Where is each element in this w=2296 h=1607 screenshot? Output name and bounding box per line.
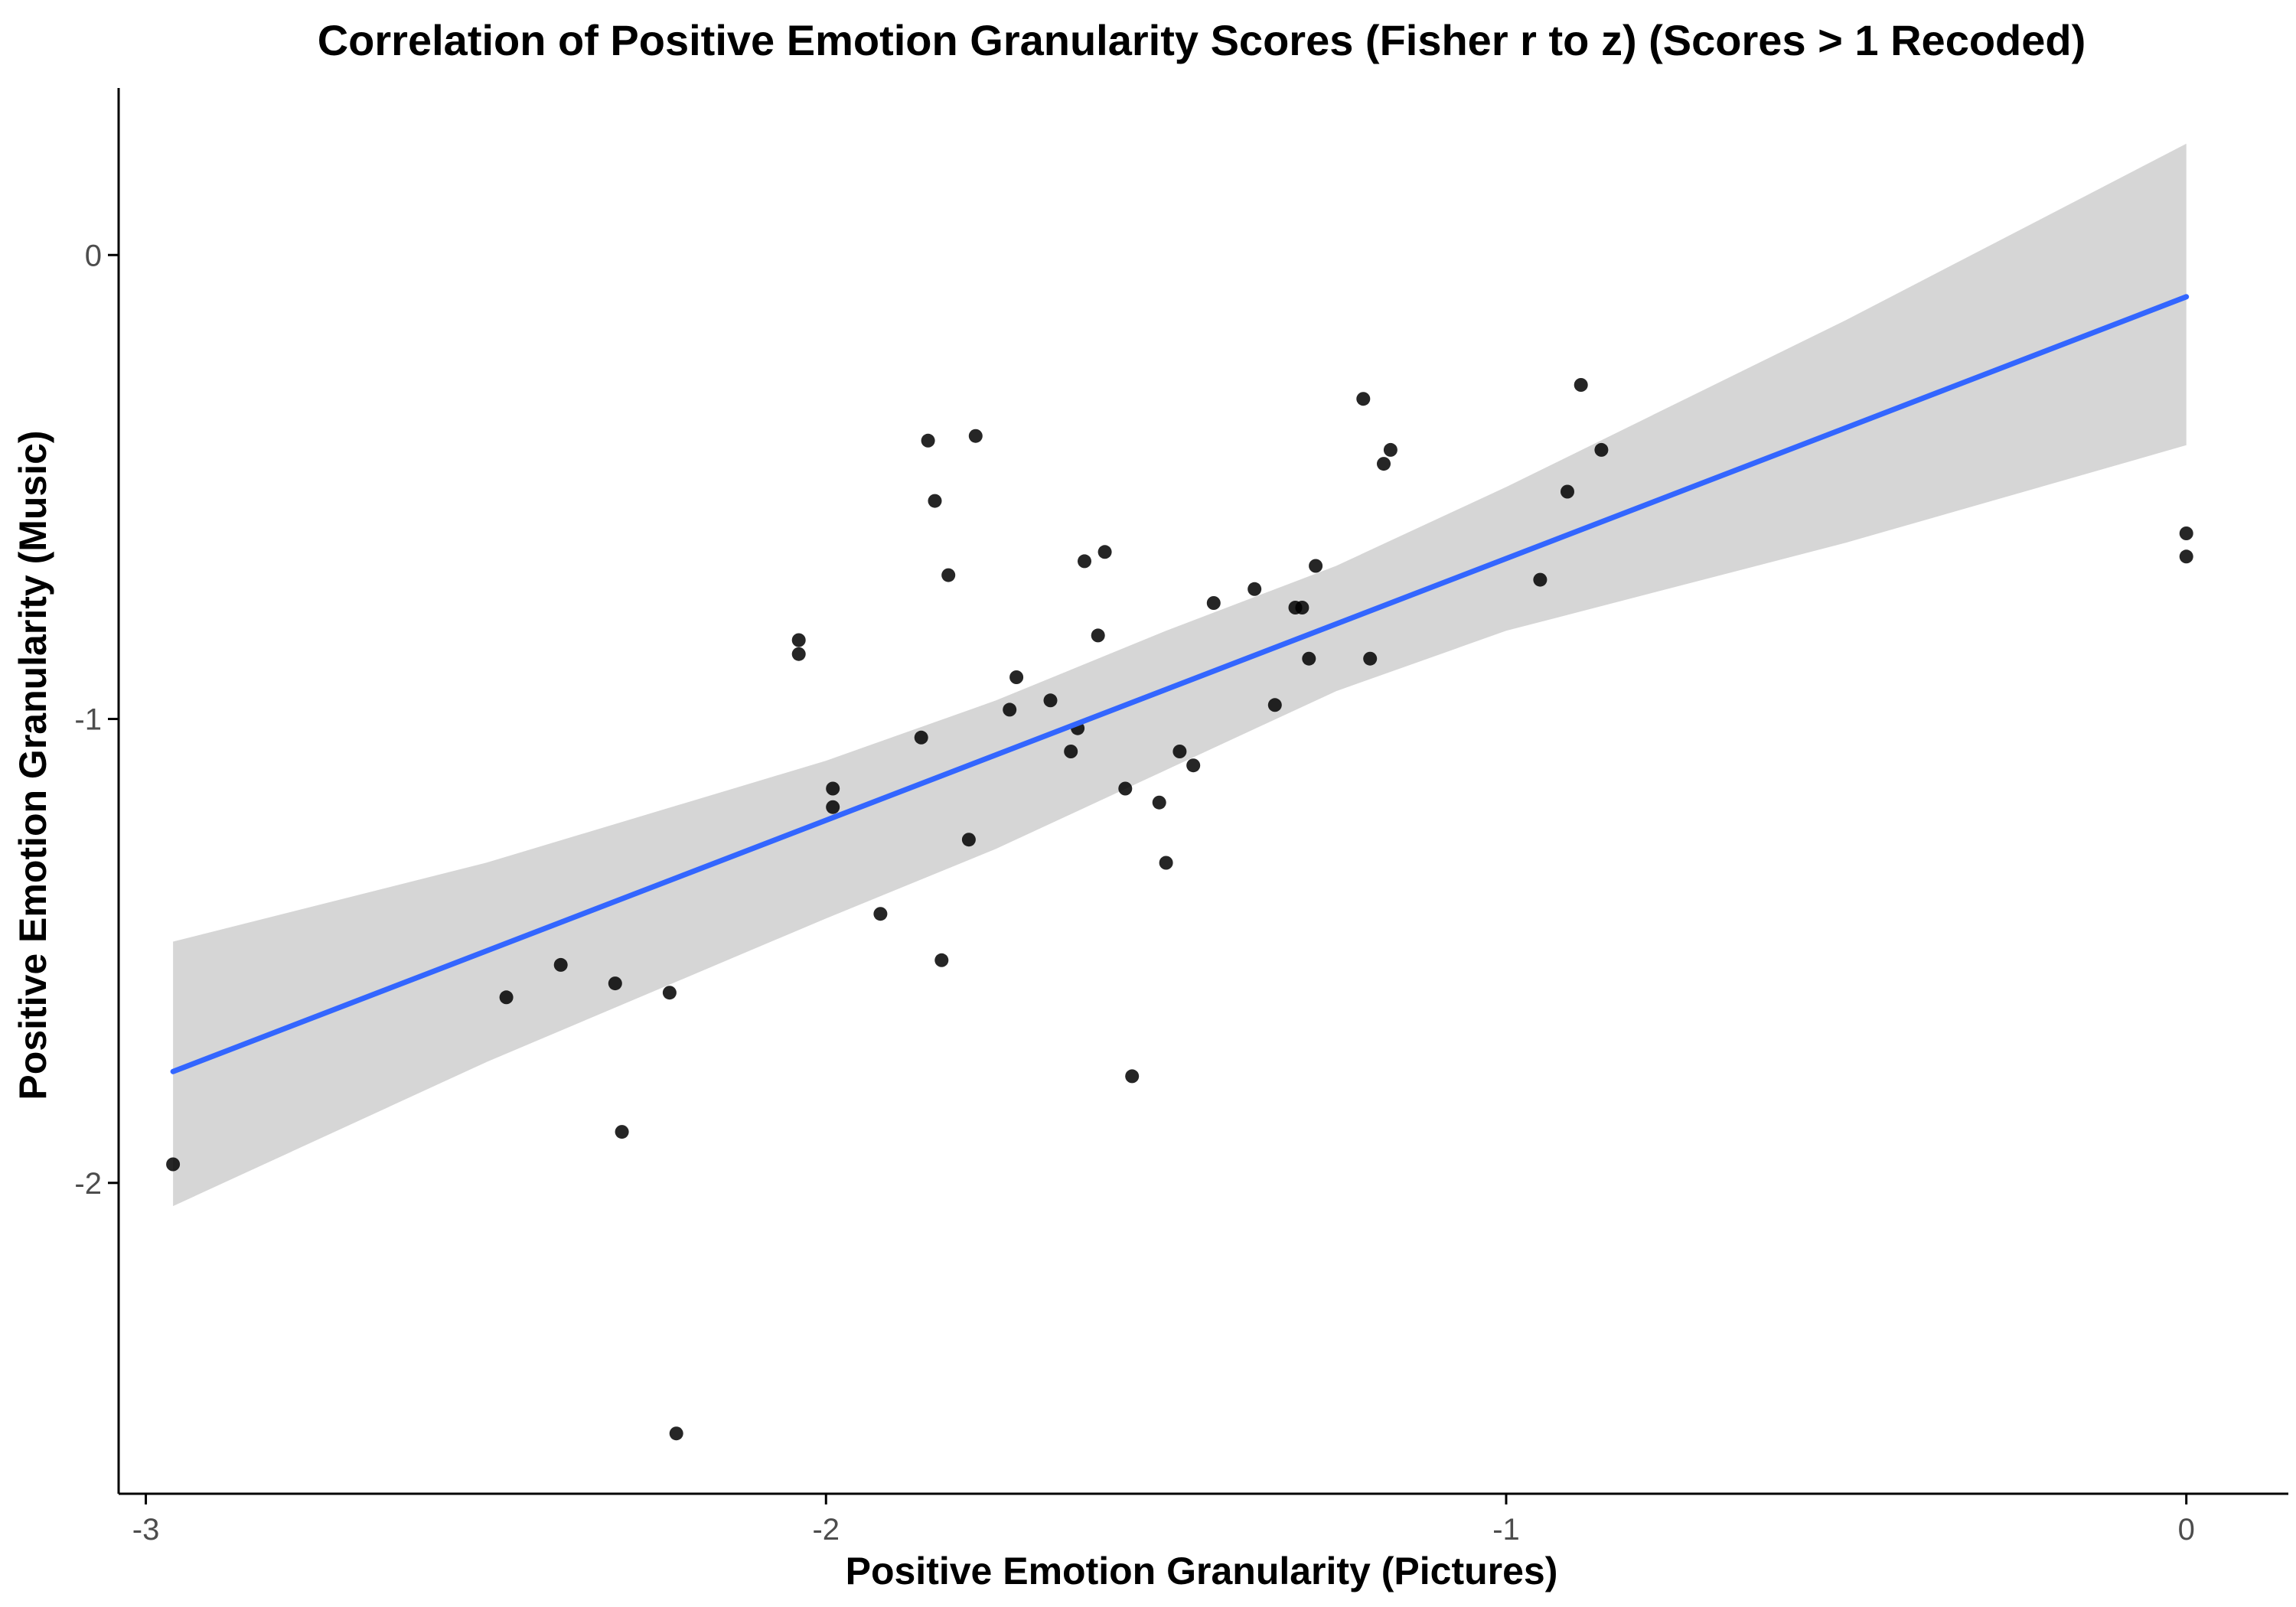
data-point xyxy=(961,833,976,847)
data-point xyxy=(941,568,956,582)
data-point xyxy=(791,647,806,661)
data-point xyxy=(873,907,888,921)
data-point xyxy=(1594,442,1609,457)
data-point xyxy=(826,781,840,796)
x-tick-label: 0 xyxy=(2178,1513,2195,1547)
data-point xyxy=(662,986,677,1000)
data-point xyxy=(826,800,840,814)
y-tick-label: -1 xyxy=(74,703,102,737)
data-point xyxy=(1125,1069,1140,1084)
data-point xyxy=(615,1125,629,1139)
chart-title: Correlation of Positive Emotion Granular… xyxy=(318,16,2086,64)
y-tick-label: -2 xyxy=(74,1167,102,1201)
data-point xyxy=(1247,582,1262,596)
data-point xyxy=(1043,693,1058,708)
y-axis-ticks: -2 -1 0 xyxy=(74,239,119,1201)
x-tick-label: -2 xyxy=(812,1513,840,1547)
data-point xyxy=(1533,572,1548,587)
data-point xyxy=(1302,651,1316,666)
data-point xyxy=(1295,601,1309,614)
x-axis-ticks: -3 -2 -1 0 xyxy=(132,1494,2195,1547)
data-point xyxy=(934,953,949,967)
data-point xyxy=(1206,596,1221,610)
data-point xyxy=(1078,554,1091,569)
data-point xyxy=(2179,526,2193,540)
data-point xyxy=(928,494,942,508)
data-point xyxy=(1377,457,1391,471)
plot-area xyxy=(166,143,2193,1441)
x-tick-label: -3 xyxy=(132,1513,160,1547)
data-point xyxy=(1091,628,1105,643)
data-point xyxy=(166,1157,181,1172)
data-point xyxy=(499,990,514,1005)
data-point xyxy=(1363,651,1378,666)
data-point xyxy=(1186,758,1201,773)
data-point xyxy=(968,429,983,443)
data-point xyxy=(669,1426,683,1441)
data-point xyxy=(1003,702,1017,717)
x-axis-label: Positive Emotion Granularity (Pictures) xyxy=(846,1550,1558,1592)
data-point xyxy=(1064,745,1078,758)
data-point xyxy=(1159,856,1173,870)
data-point xyxy=(914,730,928,745)
data-point xyxy=(1172,745,1187,758)
data-point xyxy=(1309,559,1323,573)
data-point xyxy=(1152,795,1166,810)
data-point xyxy=(1356,392,1371,406)
regression-line xyxy=(170,294,2190,1074)
data-point xyxy=(1097,545,1112,559)
data-point xyxy=(1561,484,1574,499)
data-point xyxy=(1267,698,1282,712)
data-point xyxy=(608,976,622,991)
y-axis-label: Positive Emotion Granularity (Music) xyxy=(11,430,54,1100)
data-point xyxy=(553,957,568,972)
data-point xyxy=(2179,549,2193,564)
data-point xyxy=(1118,781,1133,796)
data-point xyxy=(791,633,806,647)
x-tick-label: -1 xyxy=(1492,1513,1520,1547)
data-point xyxy=(921,433,935,448)
data-point xyxy=(1009,670,1024,684)
data-point xyxy=(1574,378,1588,392)
confidence-band xyxy=(173,143,2187,1207)
y-tick-label: 0 xyxy=(85,239,102,272)
data-point xyxy=(1383,442,1397,457)
